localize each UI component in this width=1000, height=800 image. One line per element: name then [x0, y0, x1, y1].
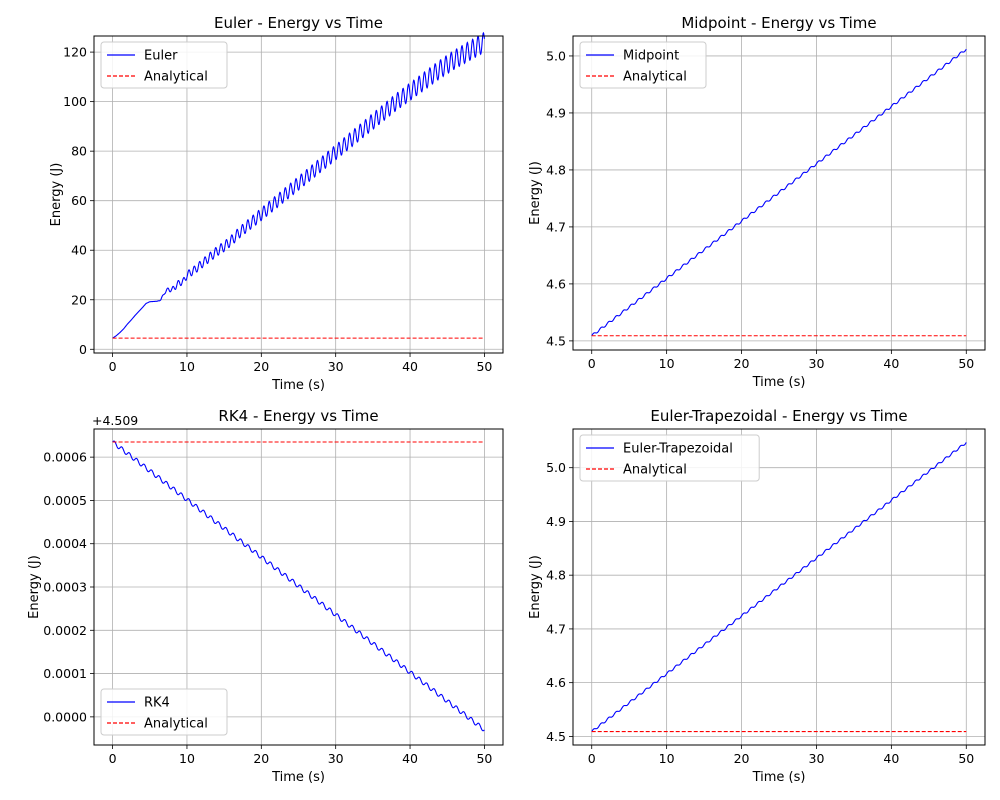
- legend: Euler-Trapezoidal Analytical: [579, 434, 760, 482]
- x-tick-label: 10: [659, 356, 675, 371]
- y-axis-label: Energy (J): [528, 555, 543, 619]
- y-tick-label: 4.7: [546, 219, 566, 234]
- legend: Midpoint Analytical: [579, 41, 707, 89]
- x-tick-label: 10: [179, 751, 195, 766]
- y-tick-label: 100: [63, 94, 87, 109]
- y-tick-label: 0.0005: [43, 493, 87, 508]
- y-tick-label: 0.0004: [43, 536, 87, 551]
- numerical-energy-line: [591, 442, 967, 732]
- chart-panel-2: 0 10 20 30 40 50 4.5 4.6 4.7 4.8 4.9 5.0 Midpoint - …: [528, 14, 986, 390]
- y-tick-label: 4.6: [546, 276, 566, 291]
- y-tick-label: 0.0006: [43, 450, 87, 465]
- chart-panel-3: 0 10 20 30 40 50 0.0000 0.0001 0.0002 0.0003 0.000…: [27, 407, 504, 785]
- axes-frame: [572, 428, 986, 746]
- y-tick-label: 40: [71, 243, 87, 258]
- x-tick-label: 50: [958, 356, 974, 371]
- chart-panel-4: 0 10 20 30 40 50 4.5 4.6 4.7 4.8 4.9 5.0 Euler-Trape…: [528, 407, 986, 785]
- legend-label: Analytical: [623, 463, 687, 478]
- x-tick-label: 10: [179, 359, 195, 374]
- y-tick-label: 4.5: [546, 333, 566, 348]
- y-axis-label: Energy (J): [49, 163, 64, 227]
- y-tick-label: 0.0002: [43, 623, 87, 638]
- numerical-energy-line: [112, 31, 485, 339]
- legend-label: Analytical: [144, 717, 208, 732]
- numerical-energy-line: [112, 440, 485, 732]
- legend-box: [579, 434, 760, 482]
- y-tick-label: 0.0003: [43, 580, 87, 595]
- y-tick-label: 0.0000: [43, 709, 87, 724]
- x-tick-label: 10: [659, 751, 675, 766]
- chart-title: RK4 - Energy vs Time: [218, 407, 378, 425]
- x-tick-label: 40: [883, 751, 899, 766]
- x-tick-label: 0: [588, 751, 596, 766]
- y-tick-label: 80: [71, 144, 87, 159]
- chart-title: Euler-Trapezoidal - Energy vs Time: [650, 407, 907, 425]
- x-tick-label: 30: [328, 751, 344, 766]
- x-tick-label: 40: [402, 751, 418, 766]
- x-tick-label: 20: [734, 356, 750, 371]
- legend: RK4 Analytical: [100, 688, 228, 736]
- chart-title: Midpoint - Energy vs Time: [681, 14, 876, 32]
- y-tick-label: 4.7: [546, 621, 566, 636]
- y-tick-label: 4.9: [546, 105, 566, 120]
- x-tick-label: 50: [476, 359, 492, 374]
- legend-label: Euler-Trapezoidal: [623, 442, 733, 457]
- y-tick-label: 5.0: [546, 48, 566, 63]
- y-tick-label: 4.6: [546, 675, 566, 690]
- y-tick-label: 5.0: [546, 460, 566, 475]
- y-tick-label: 0.0001: [43, 666, 87, 681]
- y-tick-label: 4.9: [546, 514, 566, 529]
- x-axis-label: Time (s): [752, 770, 806, 785]
- x-tick-label: 30: [328, 359, 344, 374]
- x-tick-label: 40: [402, 359, 418, 374]
- x-tick-label: 0: [109, 751, 117, 766]
- legend-label: Analytical: [623, 70, 687, 85]
- legend-label: RK4: [144, 696, 170, 711]
- y-tick-label: 120: [63, 45, 87, 60]
- y-axis-label: Energy (J): [27, 555, 42, 619]
- y-tick-label: 4.8: [546, 568, 566, 583]
- legend-label: Midpoint: [623, 49, 679, 64]
- axes-frame: [93, 35, 504, 354]
- x-tick-label: 20: [253, 359, 269, 374]
- y-tick-label: 4.5: [546, 729, 566, 744]
- x-axis-label: Time (s): [271, 770, 325, 785]
- y-tick-label: 4.8: [546, 162, 566, 177]
- legend: Euler Analytical: [100, 41, 228, 89]
- x-axis-label: Time (s): [752, 375, 806, 390]
- y-offset-text: +4.509: [92, 413, 138, 428]
- x-tick-label: 50: [958, 751, 974, 766]
- y-tick-label: 60: [71, 193, 87, 208]
- y-tick-label: 20: [71, 292, 87, 307]
- chart-title: Euler - Energy vs Time: [214, 14, 383, 32]
- chart-panel-1: 0 10 20 30 40 50 0 20 40 60 80 100 120 Euler - Energy…: [49, 14, 504, 393]
- x-tick-label: 30: [809, 751, 825, 766]
- y-tick-label: 0: [79, 342, 87, 357]
- numerical-energy-line: [591, 48, 967, 337]
- x-tick-label: 50: [476, 751, 492, 766]
- x-tick-label: 0: [109, 359, 117, 374]
- x-axis-label: Time (s): [271, 378, 325, 393]
- y-axis-label: Energy (J): [528, 161, 543, 225]
- x-tick-label: 20: [734, 751, 750, 766]
- x-tick-label: 40: [883, 356, 899, 371]
- axes-frame: [572, 35, 986, 351]
- legend-label: Euler: [144, 49, 178, 64]
- x-tick-label: 30: [809, 356, 825, 371]
- x-tick-label: 0: [588, 356, 596, 371]
- x-tick-label: 20: [253, 751, 269, 766]
- legend-label: Analytical: [144, 70, 208, 85]
